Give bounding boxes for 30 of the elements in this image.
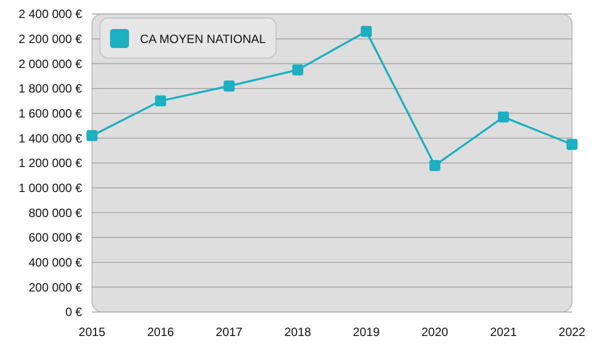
y-tick-label: 2 200 000 € xyxy=(18,32,82,46)
point xyxy=(360,26,372,37)
x-tick-label: 2016 xyxy=(147,325,174,339)
y-tick-label: 800 000 € xyxy=(28,206,82,220)
y-tick-label: 2 000 000 € xyxy=(18,56,82,71)
x-tick-label: 2015 xyxy=(78,325,106,339)
y-tick-label: 1 400 000 € xyxy=(18,131,82,146)
y-tick-label: 1 800 000 € xyxy=(18,82,82,96)
y-tick-label: 2 400 000 € xyxy=(18,7,82,22)
y-tick-label: 600 000 € xyxy=(28,230,82,245)
x-tick-label: 2021 xyxy=(490,325,518,339)
y-tick-label: 1 600 000 € xyxy=(18,106,82,121)
y-tick-label: 400 000 € xyxy=(28,256,82,270)
point xyxy=(224,80,235,92)
point xyxy=(155,95,166,106)
point xyxy=(566,138,578,150)
x-tick-label: 2020 xyxy=(422,325,449,339)
point xyxy=(86,130,98,142)
y-tick-label: 1 000 000 € xyxy=(18,181,82,196)
x-tick-label: 2022 xyxy=(558,325,586,339)
point xyxy=(429,160,440,171)
x-tick-label: 2018 xyxy=(284,325,312,339)
y-tick-label: 0 € xyxy=(65,305,82,320)
point xyxy=(498,112,509,123)
x-tick-label: 2017 xyxy=(216,325,243,339)
y-tick-label: 1 200 000 € xyxy=(18,156,82,170)
legend-label: CA MOYEN NATIONAL xyxy=(140,32,266,46)
point xyxy=(292,64,304,76)
x-tick-label: 2019 xyxy=(352,325,380,339)
y-tick-label: 200 000 € xyxy=(28,280,82,294)
